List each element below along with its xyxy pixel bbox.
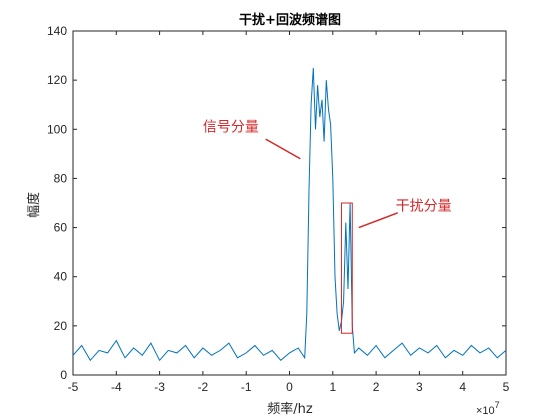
x-axis-label: 频率/hz — [267, 401, 313, 417]
x-tick-label: -2 — [198, 380, 209, 394]
y-tick-label: 60 — [54, 221, 68, 235]
x-tick-label: 0 — [286, 380, 293, 394]
chart-title: 干扰+回波频谱图 — [239, 12, 341, 28]
x-tick-label: -3 — [154, 380, 165, 394]
axis-tick-labels: -5 -4 -3 -2 -1 0 1 2 3 4 5 0 20 40 60 80 100 120 140 — [47, 24, 510, 394]
x-tick-label: -5 — [68, 380, 79, 394]
y-tick-label: 20 — [54, 319, 68, 333]
x-tick-label: 2 — [373, 380, 380, 394]
x-axis-exponent: ×107 — [476, 400, 500, 417]
x-axis-exponent-power: 7 — [495, 400, 500, 410]
y-tick-label: 140 — [47, 24, 67, 38]
interference-annotation-arrow — [358, 212, 399, 229]
x-tick-label: -4 — [111, 380, 122, 394]
interference-highlight-box — [340, 202, 353, 334]
signal-annotation-arrow — [265, 138, 301, 160]
y-tick-label: 120 — [47, 73, 67, 87]
y-tick-label: 0 — [60, 368, 67, 382]
signal-annotation-label: 信号分量 — [203, 120, 259, 136]
x-axis-exponent-base: ×10 — [476, 405, 495, 417]
y-tick-label: 100 — [47, 122, 67, 136]
x-tick-label: 1 — [329, 380, 336, 394]
y-axis-label: 幅度 — [26, 192, 42, 218]
x-tick-label: -1 — [241, 380, 252, 394]
spectrum-line — [72, 67, 507, 362]
interference-annotation-label: 干扰分量 — [396, 198, 452, 214]
x-tick-label: 4 — [459, 380, 466, 394]
axis-ticks — [72, 30, 507, 376]
plot-area — [72, 30, 507, 376]
x-tick-label: 5 — [503, 380, 510, 394]
y-tick-label: 40 — [54, 270, 68, 284]
x-tick-label: 3 — [416, 380, 423, 394]
y-tick-label: 80 — [54, 171, 68, 185]
